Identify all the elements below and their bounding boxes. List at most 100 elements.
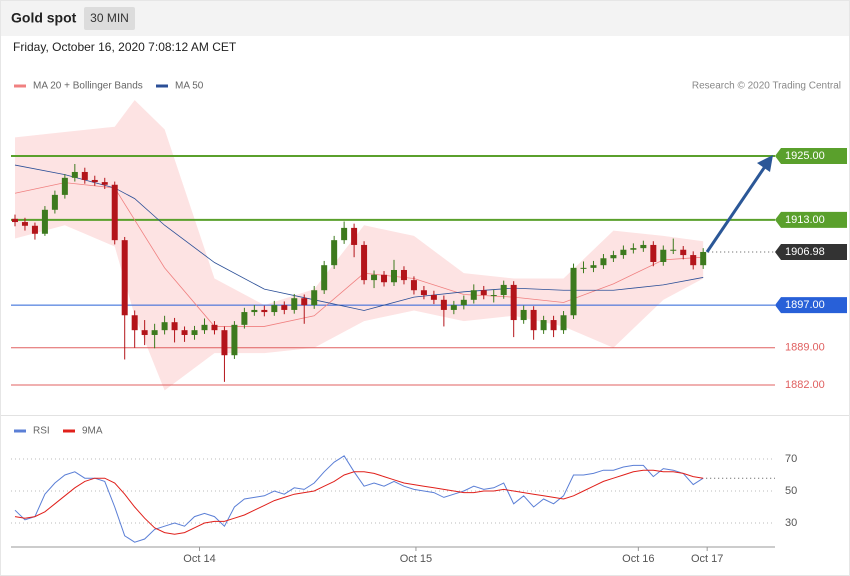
level-box bbox=[775, 243, 847, 260]
indicator-line bbox=[14, 469, 704, 535]
candle-body bbox=[291, 298, 298, 310]
candle-body bbox=[630, 248, 637, 250]
candle-body bbox=[311, 290, 318, 306]
candle-body bbox=[590, 265, 597, 268]
candle-body bbox=[410, 280, 417, 291]
level-box bbox=[775, 211, 847, 228]
candle-body bbox=[251, 309, 258, 313]
candle-body bbox=[420, 290, 427, 296]
candle-body bbox=[301, 298, 308, 306]
level-box bbox=[775, 297, 847, 314]
candle-body bbox=[231, 324, 238, 356]
candle-body bbox=[620, 249, 627, 256]
legend-label: RSI bbox=[33, 426, 50, 437]
candle-body bbox=[660, 249, 667, 262]
candle-body bbox=[321, 265, 328, 291]
level-label: 1897.00 bbox=[785, 299, 825, 311]
y-tick-label: 30 bbox=[785, 517, 797, 529]
candle-body bbox=[51, 194, 58, 210]
candle-body bbox=[161, 322, 168, 331]
y-tick-label: 70 bbox=[785, 453, 797, 465]
candle-body bbox=[470, 290, 477, 300]
x-tick-label: Oct 16 bbox=[622, 553, 654, 565]
level-label: 1913.00 bbox=[785, 214, 825, 226]
moving-average bbox=[14, 182, 704, 327]
candle-body bbox=[261, 309, 268, 313]
candle-body bbox=[550, 320, 557, 331]
candle-body bbox=[680, 249, 687, 256]
candle-body bbox=[670, 249, 677, 251]
candle-body bbox=[540, 320, 547, 331]
candle-body bbox=[650, 244, 657, 262]
legend-swatch bbox=[14, 429, 26, 433]
candle-body bbox=[11, 218, 18, 223]
candle-body bbox=[241, 312, 248, 325]
candle-body bbox=[221, 330, 228, 356]
candle-body bbox=[560, 315, 567, 331]
candle-body bbox=[510, 284, 517, 321]
candle-body bbox=[700, 251, 707, 266]
legend-label: MA 50 bbox=[175, 81, 204, 92]
forecast-arrow bbox=[705, 155, 773, 253]
candle-body bbox=[21, 222, 28, 226]
legend-swatch bbox=[156, 84, 168, 88]
candle-body bbox=[500, 284, 507, 296]
candle-body bbox=[440, 299, 447, 310]
timestamp: Friday, October 16, 2020 7:08:12 AM CET bbox=[13, 40, 237, 54]
level-label: 1906.98 bbox=[785, 246, 825, 258]
candle-body bbox=[530, 309, 537, 331]
candle-body bbox=[341, 227, 348, 241]
candle-body bbox=[480, 290, 487, 296]
x-tick-label: Oct 14 bbox=[183, 553, 215, 565]
candle-body bbox=[281, 305, 288, 310]
price-panel: 1925.00 1913.00 1906.98 1897.00 1889.00 1882.… bbox=[11, 81, 847, 391]
candle-body bbox=[390, 269, 397, 283]
x-tick-label: Oct 17 bbox=[691, 553, 723, 565]
candle-body bbox=[211, 324, 218, 331]
candle-body bbox=[171, 322, 178, 331]
legend-swatch bbox=[14, 84, 26, 88]
candle-body bbox=[331, 240, 338, 266]
candle-body bbox=[101, 182, 108, 185]
level-label: 1925.00 bbox=[785, 150, 825, 162]
header-bar bbox=[0, 0, 850, 36]
x-tick-label: Oct 15 bbox=[400, 553, 432, 565]
candle-body bbox=[111, 184, 118, 241]
timeframe[interactable]: 30 MIN bbox=[90, 11, 129, 25]
candle-body bbox=[81, 171, 88, 180]
y-tick-label: 50 bbox=[785, 485, 797, 497]
timeframe-pill[interactable] bbox=[84, 7, 135, 30]
rsi-panel: 30 50 70 Oct 14 Oct 15 Oct 16 Oct 17 RSI 9MA bbox=[11, 426, 797, 565]
legend-label: MA 20 + Bollinger Bands bbox=[33, 81, 143, 92]
candle-body bbox=[41, 209, 48, 234]
candle-body bbox=[271, 305, 278, 313]
candle-body bbox=[91, 179, 98, 183]
moving-average bbox=[14, 164, 704, 311]
title: Gold spot bbox=[11, 10, 77, 26]
candle-body bbox=[490, 295, 497, 297]
indicator-line bbox=[14, 455, 704, 543]
level-label: 1882.00 bbox=[785, 379, 825, 391]
candle-body bbox=[610, 255, 617, 259]
candle-body bbox=[191, 330, 198, 335]
candle-body bbox=[351, 227, 358, 245]
legend-swatch bbox=[63, 429, 75, 433]
candle-body bbox=[361, 244, 368, 281]
candle-body bbox=[381, 274, 388, 283]
legend-label: 9MA bbox=[82, 426, 103, 437]
candle-body bbox=[151, 330, 158, 335]
candle-body bbox=[460, 299, 467, 306]
candle-body bbox=[400, 269, 407, 281]
candle-body bbox=[31, 225, 38, 234]
candle-body bbox=[520, 309, 527, 321]
bollinger-band bbox=[14, 100, 704, 391]
candle-body bbox=[450, 305, 457, 310]
candle-body bbox=[430, 295, 437, 300]
candle-body bbox=[61, 177, 68, 195]
candle-body bbox=[690, 255, 697, 266]
candle-body bbox=[121, 240, 128, 316]
candle-body bbox=[141, 330, 148, 335]
candle-body bbox=[201, 324, 208, 331]
candle-body bbox=[580, 267, 587, 269]
